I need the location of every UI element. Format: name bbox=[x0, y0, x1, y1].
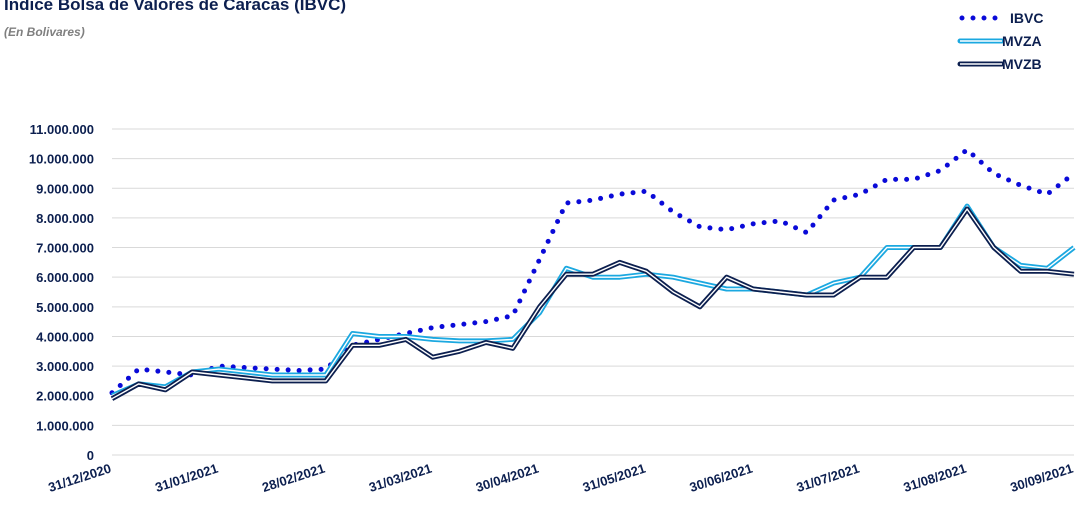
legend-label: IBVC bbox=[1010, 10, 1043, 26]
x-tick-label: 28/02/2021 bbox=[260, 461, 327, 495]
line-series bbox=[109, 146, 1077, 396]
x-tick-label: 30/09/2021 bbox=[1008, 461, 1075, 495]
chart-title: Índice Bolsa de Valores de Caracas (IBVC… bbox=[4, 0, 346, 14]
x-tick-label: 30/06/2021 bbox=[688, 461, 755, 495]
y-tick-label: 2.000.000 bbox=[36, 389, 94, 404]
y-tick-label: 11.000.000 bbox=[30, 122, 94, 137]
y-tick-label: 10.000.000 bbox=[29, 152, 94, 167]
x-tick-label: 31/01/2021 bbox=[153, 461, 220, 495]
y-tick-label: 7.000.000 bbox=[36, 241, 94, 256]
y-tick-label: 9.000.000 bbox=[36, 181, 94, 196]
plot-area bbox=[109, 146, 1077, 401]
legend: IBVC MVZA MVZB bbox=[957, 10, 1043, 72]
line-highlight bbox=[111, 208, 1075, 400]
legend-label: MVZA bbox=[1002, 33, 1042, 49]
y-tick-label: 8.000.000 bbox=[36, 211, 94, 226]
x-tick-label: 31/03/2021 bbox=[367, 461, 434, 495]
y-tick-label: 3.000.000 bbox=[36, 359, 94, 374]
y-tick-label: 4.000.000 bbox=[36, 329, 94, 344]
x-tick-label: 31/07/2021 bbox=[795, 461, 862, 495]
x-tick-label: 31/12/2020 bbox=[46, 461, 113, 495]
y-tick-label: 5.000.000 bbox=[36, 300, 94, 315]
x-tick-label: 31/05/2021 bbox=[581, 461, 648, 495]
x-tick-label: 31/08/2021 bbox=[902, 461, 969, 495]
legend-label: MVZB bbox=[1002, 56, 1042, 72]
y-tick-label: 1.000.000 bbox=[36, 418, 94, 433]
x-tick-label: 30/04/2021 bbox=[474, 461, 541, 495]
y-tick-label: 0 bbox=[87, 448, 94, 463]
y-tick-label: 6.000.000 bbox=[36, 270, 94, 285]
chart-subtitle: (En Bolivares) bbox=[4, 25, 85, 39]
